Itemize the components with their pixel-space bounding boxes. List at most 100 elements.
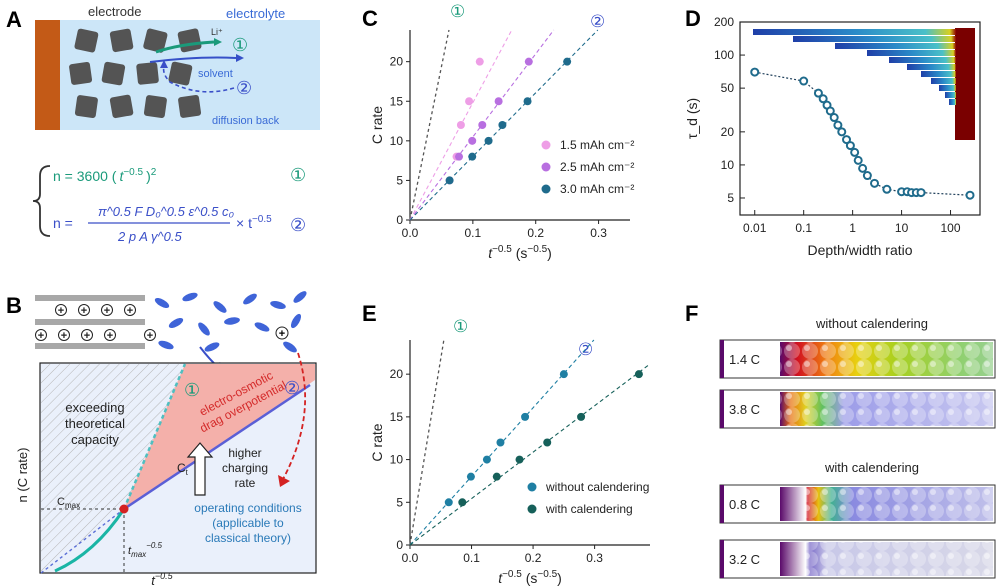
svg-text:3.8 C: 3.8 C: [729, 402, 760, 417]
mark-2-c: ②: [590, 12, 605, 31]
fit-line-series-1: [409, 339, 595, 546]
x-tick-label: 0.01: [743, 221, 767, 235]
data-point: [750, 67, 760, 77]
y-tick-label: 0: [396, 213, 403, 227]
data-point: [845, 141, 855, 151]
x-tick-label: 0.3: [590, 226, 607, 240]
measured-curve: [54, 508, 126, 573]
data-point-series-2: [478, 121, 487, 129]
data-point-series-1: [465, 97, 474, 106]
equation-brace: [32, 165, 51, 237]
y-tick-label: 20: [390, 367, 404, 381]
equation-2-numerator: π^0.5 F D₀^0.5 ε^0.5 c₀: [98, 204, 234, 219]
x-tick-label: 0.2: [527, 226, 544, 240]
exceeding-capacity-region: [41, 364, 185, 573]
y-tick-label: 100: [714, 48, 734, 62]
layered-electrode-icon: + + + + + + + + +: [35, 295, 156, 349]
reference-line-1: [409, 339, 445, 546]
x-tick-label: 0.1: [463, 551, 480, 565]
exceeding-label: exceeding theoretical capacity: [65, 400, 125, 447]
x-axis-label: Depth/width ratio: [807, 242, 912, 258]
mark-1-a: ①: [232, 35, 248, 55]
svg-text:3.2 C: 3.2 C: [729, 552, 760, 567]
data-point-series-2: [494, 97, 503, 106]
panel-letter-a: A: [6, 7, 22, 32]
ylabel-b: n (C rate): [15, 448, 30, 503]
y-tick-label: 10: [721, 158, 735, 172]
y-tick-label: 10: [390, 134, 404, 148]
cmax-label: Cmax: [57, 496, 80, 510]
y-tick-label: 5: [396, 495, 403, 509]
y-tick-label: 5: [727, 191, 734, 205]
svg-text:+: +: [279, 328, 285, 340]
x-tick-label: 100: [941, 221, 961, 235]
legend-label-1: without calendering: [545, 480, 649, 494]
svg-text:0.8 C: 0.8 C: [729, 497, 760, 512]
xlabel-b: t−0.5: [151, 571, 173, 587]
legend-label-3: 3.0 mAh cm⁻²: [560, 182, 634, 196]
data-point: [853, 155, 863, 165]
panel-letter-b: B: [6, 293, 22, 318]
data-point: [862, 171, 872, 181]
mark-1-e: ①: [453, 317, 468, 336]
depth-profile-inset: [753, 28, 975, 140]
higher-rate-arrow: [186, 442, 214, 496]
y-tick-label: 15: [390, 410, 404, 424]
x-tick-label: 10: [895, 221, 909, 235]
data-point: [882, 184, 892, 194]
legend-label-2: with calendering: [545, 502, 633, 516]
data-point: [916, 188, 926, 198]
y-tick-label: 200: [714, 15, 734, 29]
data-point-series-3: [468, 152, 477, 161]
y-tick-label: 15: [390, 94, 404, 108]
cell-0-8c: 0.8 C: [719, 484, 996, 524]
higher-rate-label: higher charging rate: [222, 446, 268, 490]
data-point: [870, 178, 880, 188]
panel-letter-e: E: [362, 301, 377, 326]
data-point: [837, 127, 847, 137]
x-tick-label: 0.1: [795, 221, 812, 235]
y-tick-label: 20: [721, 125, 735, 139]
ct-label: Ct: [177, 461, 189, 477]
li-flow-arrow: [155, 40, 215, 54]
line-2: [123, 383, 311, 511]
data-point-series-2: [515, 455, 524, 464]
svg-text:+: +: [147, 330, 153, 342]
data-point-series-1: [521, 412, 530, 421]
equation-2-denominator: 2 p A γ^0.5: [117, 229, 182, 244]
y-axis-label: τ_d (s): [684, 98, 700, 139]
data-point-series-2: [492, 472, 501, 481]
x-axis-label: t−0.5 (s−0.5): [488, 244, 552, 261]
max-point: [119, 504, 129, 514]
panel-a: A electrode electrolyte Li⁺ ① solvent ② …: [6, 4, 320, 244]
mark-2-eq: ②: [290, 215, 306, 235]
electrolyte-label: electrolyte: [226, 6, 285, 21]
data-point: [842, 135, 852, 145]
x-tick-label: 0.3: [586, 551, 603, 565]
data-point-series-2: [458, 498, 467, 507]
legend-label-2: 2.5 mAh cm⁻²: [560, 160, 634, 174]
data-point-series-1: [475, 57, 484, 66]
solvent-molecules: [154, 291, 307, 353]
x-tick-label: 0.0: [402, 551, 419, 565]
legend-marker-2: [541, 162, 551, 172]
data-point-series-3: [445, 176, 454, 185]
data-point: [850, 147, 860, 157]
diffusion-back-arrow: [162, 65, 235, 93]
data-point-series-2: [543, 438, 552, 447]
data-point-series-1: [496, 438, 505, 447]
li-label: Li⁺: [211, 27, 223, 37]
data-point-series-2: [524, 57, 533, 66]
svg-text:+: +: [58, 305, 64, 317]
svg-text:+: +: [127, 305, 133, 317]
data-point-series-3: [484, 136, 493, 145]
legend-label-1: 1.5 mAh cm⁻²: [560, 138, 634, 152]
red-dashed-arrow: [281, 352, 307, 482]
y-tick-label: 20: [390, 55, 404, 69]
x-axis-label: t−0.5 (s−0.5): [498, 569, 562, 586]
electrode-label: electrode: [88, 4, 141, 19]
x-tick-label: 0.1: [465, 226, 482, 240]
data-point: [825, 106, 835, 116]
panel-b: B + + + + + + + + + +: [6, 291, 317, 587]
data-point-series-1: [456, 121, 465, 129]
